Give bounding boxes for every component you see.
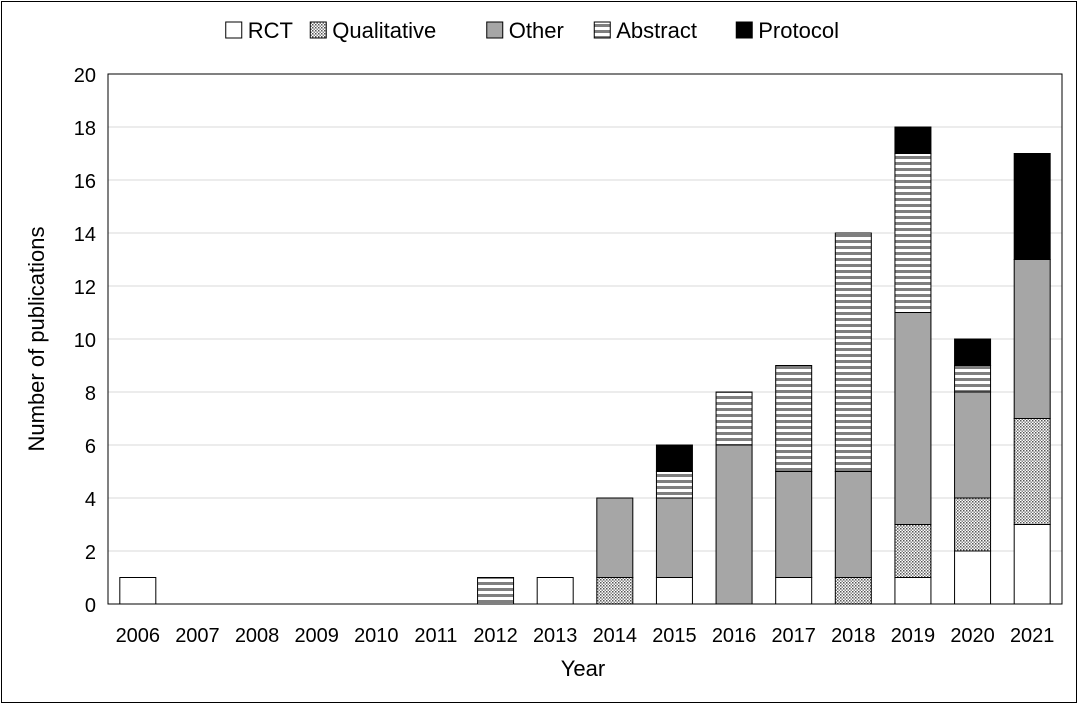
bar-2018-other [834, 471, 872, 578]
legend-swatch-qualitative [309, 21, 327, 39]
x-tick-label-2018: 2018 [831, 625, 876, 647]
bar-2012-abstract [477, 577, 515, 605]
legend-label-abstract: Abstract [616, 18, 697, 43]
x-tick-label-2008: 2008 [235, 625, 280, 647]
bar-2015-abstract [655, 471, 693, 499]
bar-2016-abstract [715, 391, 753, 446]
legend-swatch-rct [225, 21, 243, 39]
bar-2015-protocol [655, 444, 693, 472]
legend-label-other: Other [509, 18, 564, 43]
axes-group: 0 2 4 6 8 10 12 14 16 18 20 2006 2007 2008 2009 2010 201… [74, 65, 1063, 647]
bar-2006-rct [119, 577, 157, 605]
bar-2020-rct [954, 550, 992, 605]
bar-2021-protocol [1013, 153, 1051, 260]
x-tick-label-2006: 2006 [116, 625, 161, 647]
x-axis-label: Year [561, 656, 605, 681]
y-tick-label-0: 0 [85, 595, 96, 617]
bar-2020-protocol [954, 338, 992, 366]
bar-2019-other [894, 312, 932, 525]
legend: RCT Qualitative Other Abstract Protocol [225, 18, 839, 43]
x-tick-label-2020: 2020 [950, 625, 995, 647]
y-tick-label-4: 4 [85, 489, 96, 511]
x-tick-label-2010: 2010 [354, 625, 399, 647]
x-tick-label-2017: 2017 [771, 625, 816, 647]
bar-2013-rct [536, 577, 574, 605]
bar-2021-rct [1013, 524, 1051, 605]
bar-2020-other [954, 391, 992, 499]
x-tick-label-2013: 2013 [533, 625, 578, 647]
y-axis-label: Number of publications [24, 226, 49, 451]
y-tick-label-8: 8 [85, 383, 96, 405]
bar-2019-qualitative [894, 524, 932, 578]
legend-label-protocol: Protocol [758, 18, 839, 43]
bar-2014-other [596, 497, 634, 578]
bar-2015-other [655, 497, 693, 578]
plot-area-border [107, 73, 1063, 605]
y-tick-label-16: 16 [74, 171, 96, 193]
bar-2016-other [715, 444, 753, 605]
legend-label-qualitative: Qualitative [332, 18, 436, 43]
legend-swatch-protocol [735, 21, 753, 39]
bar-2021-other [1013, 259, 1051, 419]
legend-label-rct: RCT [248, 18, 293, 43]
bar-2019-abstract [894, 153, 932, 313]
x-tick-label-2019: 2019 [891, 625, 936, 647]
bar-2020-qualitative [954, 497, 992, 552]
x-tick-label-2009: 2009 [294, 625, 339, 647]
x-tick-label-2011: 2011 [414, 625, 457, 647]
legend-swatch-other [486, 21, 504, 39]
bar-2018-qualitative [834, 577, 872, 605]
x-tick-label-2007: 2007 [175, 625, 220, 647]
bar-2019-rct [894, 577, 932, 605]
bar-2020-abstract [954, 365, 992, 393]
bar-2017-rct [775, 577, 813, 605]
y-tick-label-6: 6 [85, 436, 96, 458]
y-tick-label-10: 10 [74, 330, 96, 352]
bar-2015-rct [655, 577, 693, 605]
y-tick-label-2: 2 [85, 542, 96, 564]
bar-2017-other [775, 471, 813, 578]
bar-2019-protocol [894, 126, 932, 154]
y-tick-label-14: 14 [74, 224, 96, 246]
bar-2017-abstract [775, 365, 813, 472]
y-tick-label-20: 20 [74, 65, 96, 87]
x-tick-label-2014: 2014 [593, 625, 638, 647]
bar-2021-qualitative [1013, 418, 1051, 525]
x-tick-label-2015: 2015 [652, 625, 697, 647]
y-tick-label-18: 18 [74, 118, 96, 140]
x-tick-label-2016: 2016 [712, 625, 757, 647]
bars-group [119, 126, 1051, 605]
bar-2018-abstract [834, 232, 872, 472]
y-tick-label-12: 12 [74, 277, 96, 299]
legend-swatch-abstract [593, 21, 611, 39]
x-tick-label-2021: 2021 [1010, 625, 1055, 647]
bar-2014-qualitative [596, 577, 634, 605]
x-tick-label-2012: 2012 [473, 625, 518, 647]
